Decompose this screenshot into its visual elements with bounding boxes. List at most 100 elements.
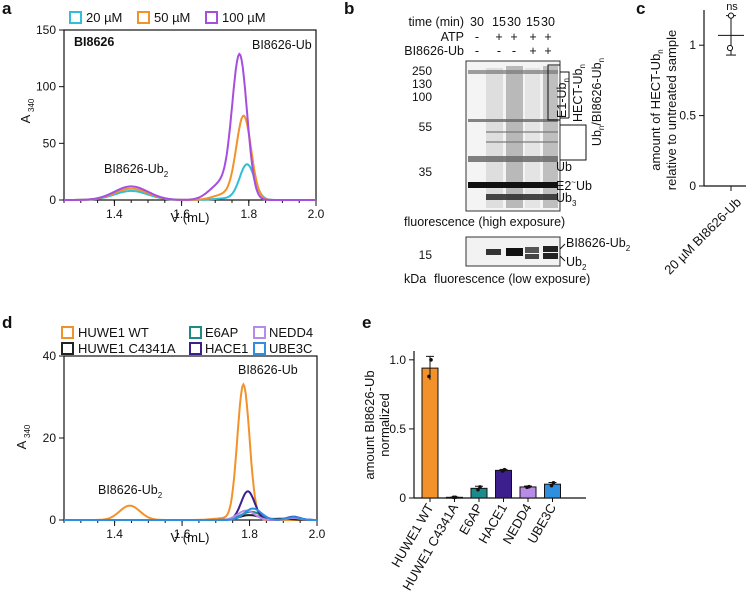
d-x-tick-label: 1.4 — [106, 527, 123, 541]
panel-d-mono-annotation: BI8626-Ub — [238, 363, 298, 377]
low-lane3-band — [506, 248, 523, 256]
low-lane5-band-lower — [543, 253, 558, 259]
panel-d-axes: 1.4 1.6 1.8 2.0 0 20 40 — [43, 349, 326, 541]
d-y-tick-label: 20 — [43, 431, 57, 445]
gel-high-markers: 250 130 100 55 35 — [412, 64, 432, 179]
band-ub — [468, 156, 558, 162]
low-lane4-band-upper — [525, 247, 539, 253]
bracket-e1 — [547, 64, 560, 121]
bracket-ubn — [560, 124, 587, 161]
legend-label-e6ap: E6AP — [205, 325, 238, 340]
panel-a: a 20 µM 50 µM 100 µM BI8626 1.4 1.6 1.8 2.0… — [2, 0, 325, 225]
lane2-time: 15 — [492, 15, 506, 29]
a-x-tick-label: 1.8 — [240, 207, 257, 221]
lane3-smear — [506, 66, 523, 208]
lane2-atp: + — [495, 30, 502, 44]
marker-55: 55 — [419, 120, 433, 134]
panel-a-dimer-annotation: BI8626-Ub2 — [104, 162, 169, 179]
marker-100: 100 — [412, 90, 432, 104]
lane5-time: 30 — [541, 15, 555, 29]
panel-c-category-label: 20 µM BI8626-Ub — [661, 195, 744, 278]
label-ub3: Ub3 — [556, 191, 577, 208]
dimer-annotation-sub: 2 — [164, 170, 169, 179]
panel-e-ylabel-line2: normalized — [377, 393, 392, 457]
panel-d-ylabel-sub: 340 — [23, 424, 32, 438]
marker-130: 130 — [412, 77, 432, 91]
lane4-atp: + — [529, 30, 536, 44]
panel-c-label: c — [636, 0, 645, 18]
panel-a-label: a — [2, 0, 12, 18]
lane4-time: 15 — [526, 15, 540, 29]
panel-c-axes: 00.51 — [679, 10, 746, 193]
e-bar — [421, 367, 439, 499]
panel-e-bars — [421, 355, 561, 500]
legend-swatch-100uM — [205, 11, 218, 24]
legend-swatch-e6ap — [189, 326, 202, 339]
panel-a-frame — [63, 29, 317, 201]
e2-label-main: E2 — [556, 179, 571, 193]
panel-d-xlabel: V (mL) — [171, 530, 210, 545]
c-y-tick-label: 0.5 — [679, 109, 696, 123]
lane2-smear — [486, 68, 503, 208]
panel-e-label: e — [362, 313, 371, 332]
d-x-tick-label: 2.0 — [309, 527, 326, 541]
e-y-tick-label: 1.0 — [389, 353, 406, 367]
e-data-point — [549, 483, 554, 488]
panel-a-traces — [64, 52, 316, 201]
d-x-tick-label: 1.6 — [174, 527, 191, 541]
d-x-tick-label: 1.8 — [241, 527, 258, 541]
a-x-tick-label: 1.4 — [106, 207, 123, 221]
e-data-point — [502, 467, 507, 472]
bi-ub2-main: BI8626-Ub — [566, 236, 626, 250]
band-ub3 — [486, 194, 558, 200]
label-e1-ubn: E1-Ubn — [555, 78, 571, 118]
lane3-time: 30 — [507, 15, 521, 29]
e2-label-end: Ub — [576, 179, 592, 193]
label-ubn-bi8626: Ubn/BI8626-Ubn — [590, 58, 606, 146]
marker-15: 15 — [419, 248, 433, 262]
panel-a-ylabel: A 340 — [18, 98, 36, 123]
legend-label-ube3c: UBE3C — [269, 341, 312, 356]
d-y-tick-label: 40 — [43, 349, 57, 363]
label-ub2: Ub2 — [566, 255, 587, 272]
e2-label-sup: ~ — [571, 178, 576, 187]
e-data-point — [453, 495, 458, 500]
gel-compound-label: BI8626-Ub — [404, 44, 464, 58]
e-data-point — [476, 487, 480, 492]
legend-label-huwe1-wt: HUWE1 WT — [78, 325, 149, 340]
e1-label-sub: n — [562, 78, 571, 82]
panel-c-ylabel-line1: amount of HECT-Ubn — [648, 49, 665, 171]
ub3-label-sub: 3 — [572, 199, 577, 208]
a-x-tick-label: 2.0 — [308, 207, 325, 221]
ubn-label-a: Ub — [590, 130, 604, 146]
panel-c-ylabel-line1-main: amount of HECT-Ub — [648, 54, 663, 171]
e-data-point — [551, 481, 556, 485]
panel-b: b time (min) ATP BI8626-Ub 30 15 30 15 3… — [344, 0, 631, 286]
panel-a-legend: 20 µM 50 µM 100 µM — [69, 10, 266, 25]
ub3-label-main: Ub — [556, 191, 572, 205]
gel-kda-label: kDa — [404, 272, 426, 286]
ub2-label-sub: 2 — [582, 263, 587, 272]
c-data-point — [726, 44, 734, 52]
e-y-tick-label: 0 — [399, 491, 406, 505]
a-y-tick-label: 100 — [36, 80, 56, 94]
legend-label-50uM: 50 µM — [154, 10, 190, 25]
hect-label-main: HECT-Ub — [571, 68, 585, 122]
dimer-annotation-main: BI8626-Ub — [104, 162, 164, 176]
legend-swatch-nedd4 — [253, 326, 266, 339]
legend-label-20uM: 20 µM — [86, 10, 122, 25]
panel-c-ylabel-line2: relative to untreated sample — [664, 30, 679, 190]
legend-swatch-20uM — [69, 11, 82, 24]
c-y-tick-label: 0 — [689, 179, 696, 193]
panel-e-axes: 0 0.5 1.0 — [389, 351, 586, 505]
label-bi8626-ub2: BI8626-Ub2 — [566, 236, 631, 253]
hect-label-sub: n — [578, 64, 587, 68]
ubn-label-sub: n — [597, 126, 606, 130]
panel-d-ylabel: A 340 — [14, 424, 32, 449]
band-e2-ub — [468, 182, 558, 188]
a-y-tick-label: 150 — [36, 23, 56, 37]
lane4-compound: + — [529, 44, 536, 58]
gel-low-caption: fluorescence (low exposure) — [434, 272, 590, 286]
band-hect — [468, 119, 558, 122]
band-e1-top — [468, 70, 558, 74]
